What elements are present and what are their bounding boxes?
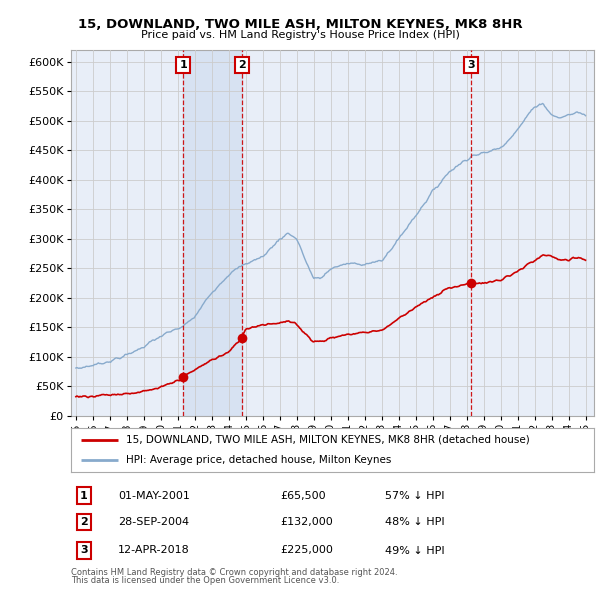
Text: 1: 1 — [80, 491, 88, 500]
Text: 2: 2 — [238, 60, 245, 70]
Text: 01-MAY-2001: 01-MAY-2001 — [118, 491, 190, 500]
Text: 28-SEP-2004: 28-SEP-2004 — [118, 517, 189, 527]
Text: 2: 2 — [80, 517, 88, 527]
Text: £65,500: £65,500 — [280, 491, 326, 500]
Text: 15, DOWNLAND, TWO MILE ASH, MILTON KEYNES, MK8 8HR: 15, DOWNLAND, TWO MILE ASH, MILTON KEYNE… — [77, 18, 523, 31]
Text: 49% ↓ HPI: 49% ↓ HPI — [385, 546, 445, 555]
Bar — [184, 50, 242, 416]
Text: Contains HM Land Registry data © Crown copyright and database right 2024.: Contains HM Land Registry data © Crown c… — [71, 568, 397, 577]
Text: 3: 3 — [80, 546, 88, 555]
Text: 1: 1 — [179, 60, 187, 70]
Text: 48% ↓ HPI: 48% ↓ HPI — [385, 517, 445, 527]
Text: £225,000: £225,000 — [280, 546, 333, 555]
Text: 12-APR-2018: 12-APR-2018 — [118, 546, 190, 555]
Text: This data is licensed under the Open Government Licence v3.0.: This data is licensed under the Open Gov… — [71, 576, 339, 585]
Text: 3: 3 — [467, 60, 475, 70]
Text: £132,000: £132,000 — [280, 517, 333, 527]
Text: 15, DOWNLAND, TWO MILE ASH, MILTON KEYNES, MK8 8HR (detached house): 15, DOWNLAND, TWO MILE ASH, MILTON KEYNE… — [126, 435, 529, 445]
Text: HPI: Average price, detached house, Milton Keynes: HPI: Average price, detached house, Milt… — [126, 455, 391, 465]
Text: 57% ↓ HPI: 57% ↓ HPI — [385, 491, 444, 500]
Text: Price paid vs. HM Land Registry's House Price Index (HPI): Price paid vs. HM Land Registry's House … — [140, 30, 460, 40]
